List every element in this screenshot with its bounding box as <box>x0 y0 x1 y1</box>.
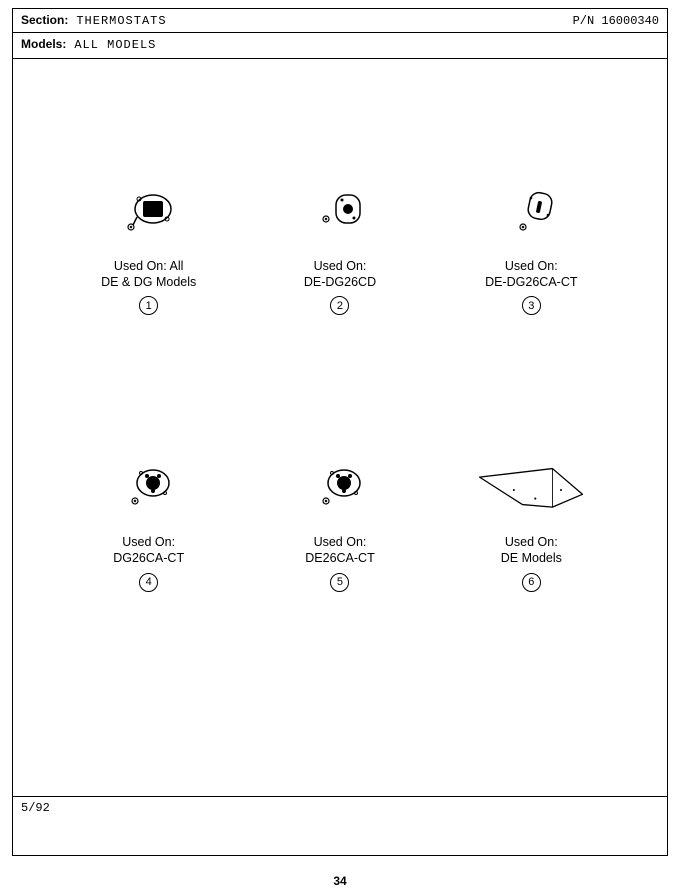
used-on-label: Used On: All <box>101 259 196 275</box>
used-on-label: Used On: <box>305 535 374 551</box>
part-caption-3: Used On: DE-DG26CA-CT <box>485 259 577 290</box>
part-caption-2: Used On: DE-DG26CD <box>304 259 376 290</box>
header: Section: THERMOSTATS P/N 16000340 Models… <box>13 9 667 59</box>
part-caption-1: Used On: All DE & DG Models <box>101 259 196 290</box>
part-illustration-6 <box>471 455 591 525</box>
part-cell-1: Used On: All DE & DG Models 1 <box>53 179 244 315</box>
part-number-badge-1: 1 <box>139 296 158 315</box>
models-value: ALL MODELS <box>74 38 156 52</box>
part-number-badge-4: 4 <box>139 573 158 592</box>
part-illustration-4 <box>89 455 209 525</box>
footer-date: 5/92 <box>21 801 50 815</box>
header-row-section: Section: THERMOSTATS P/N 16000340 <box>13 9 667 32</box>
used-on-value: DE-DG26CA-CT <box>485 275 577 291</box>
part-cell-5: Used On: DE26CA-CT 5 <box>244 455 435 591</box>
section-label: Section: <box>21 13 68 27</box>
part-cell-4: Used On: DG26CA-CT 4 <box>53 455 244 591</box>
part-number: P/N 16000340 <box>573 14 659 28</box>
models-label: Models: <box>21 37 66 51</box>
part-caption-5: Used On: DE26CA-CT <box>305 535 374 566</box>
used-on-value: DE-DG26CD <box>304 275 376 291</box>
used-on-value: DE & DG Models <box>101 275 196 291</box>
part-caption-6: Used On: DE Models <box>501 535 562 566</box>
used-on-label: Used On: <box>113 535 184 551</box>
part-number-badge-3: 3 <box>522 296 541 315</box>
section-value: THERMOSTATS <box>76 14 166 28</box>
used-on-value: DE26CA-CT <box>305 551 374 567</box>
part-cell-6: Used On: DE Models 6 <box>436 455 627 591</box>
part-caption-4: Used On: DG26CA-CT <box>113 535 184 566</box>
used-on-value: DE Models <box>501 551 562 567</box>
part-illustration-5 <box>280 455 400 525</box>
part-cell-2: Used On: DE-DG26CD 2 <box>244 179 435 315</box>
part-number-badge-6: 6 <box>522 573 541 592</box>
diagram-content: Used On: All DE & DG Models 1 <box>13 59 667 819</box>
used-on-label: Used On: <box>304 259 376 275</box>
part-cell-3: Used On: DE-DG26CA-CT 3 <box>436 179 627 315</box>
part-number-badge-2: 2 <box>330 296 349 315</box>
part-illustration-1 <box>89 179 209 249</box>
pn-label: P/N <box>573 14 595 28</box>
parts-grid: Used On: All DE & DG Models 1 <box>13 179 667 592</box>
used-on-label: Used On: <box>501 535 562 551</box>
footer: 5/92 <box>13 796 667 819</box>
page-number: 34 <box>0 874 680 888</box>
used-on-value: DG26CA-CT <box>113 551 184 567</box>
part-illustration-3 <box>471 179 591 249</box>
page-frame: Section: THERMOSTATS P/N 16000340 Models… <box>12 8 668 856</box>
used-on-label: Used On: <box>485 259 577 275</box>
header-row-models: Models: ALL MODELS <box>13 32 667 58</box>
part-illustration-2 <box>280 179 400 249</box>
part-number-badge-5: 5 <box>330 573 349 592</box>
pn-value: 16000340 <box>601 14 659 28</box>
